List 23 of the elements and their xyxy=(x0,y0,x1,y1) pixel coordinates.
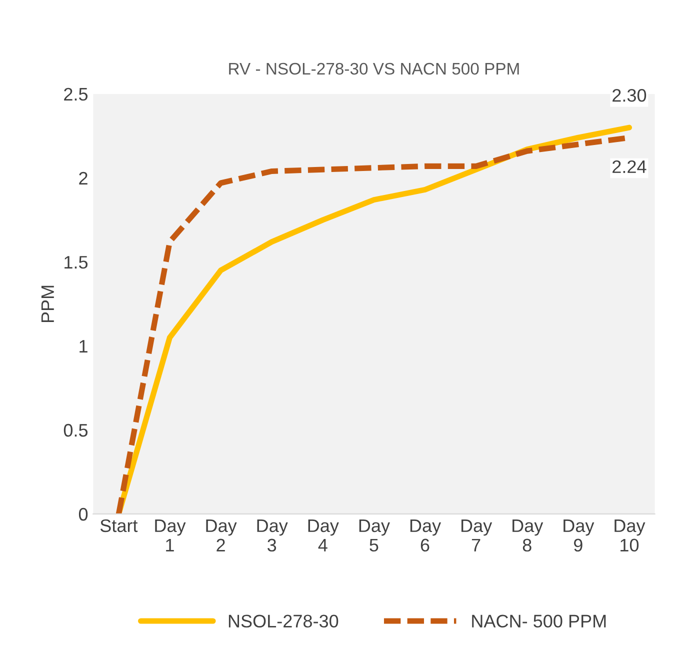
x-tick-label: Day 10 xyxy=(614,520,646,552)
data-label: 2.30 xyxy=(612,88,646,102)
x-tick-label: Day 8 xyxy=(512,520,544,552)
y-tick-label: 0 xyxy=(78,508,88,521)
y-tick-label: 2 xyxy=(79,172,88,184)
x-tick-label: Day 9 xyxy=(564,520,594,552)
x-tick-label: Day 6 xyxy=(410,520,442,552)
y-tick-label: 1.5 xyxy=(64,256,88,269)
x-tick-label: Day 1 xyxy=(155,520,186,552)
x-tick-label: Day 2 xyxy=(206,520,237,552)
y-tick-label: 0.5 xyxy=(64,424,88,437)
x-tick-label: Day 5 xyxy=(359,520,390,552)
y-tick-label: 2.5 xyxy=(64,88,88,101)
legend-label: NSOL-278-30 xyxy=(228,614,338,628)
chart-title: RV - NSOL-278-30 VS NACN 500 PPM xyxy=(229,62,519,75)
x-tick-label: Day 7 xyxy=(461,520,492,552)
x-tick-label: Day 3 xyxy=(257,520,288,552)
x-tick-label: Start xyxy=(100,519,138,532)
data-label: 2.24 xyxy=(612,160,646,173)
x-tick-label: Day 4 xyxy=(308,520,339,552)
legend-label: NACN- 500 PPM xyxy=(472,614,606,628)
y-tick-label: 1 xyxy=(80,340,88,353)
y-axis-title: PPM xyxy=(41,286,54,322)
